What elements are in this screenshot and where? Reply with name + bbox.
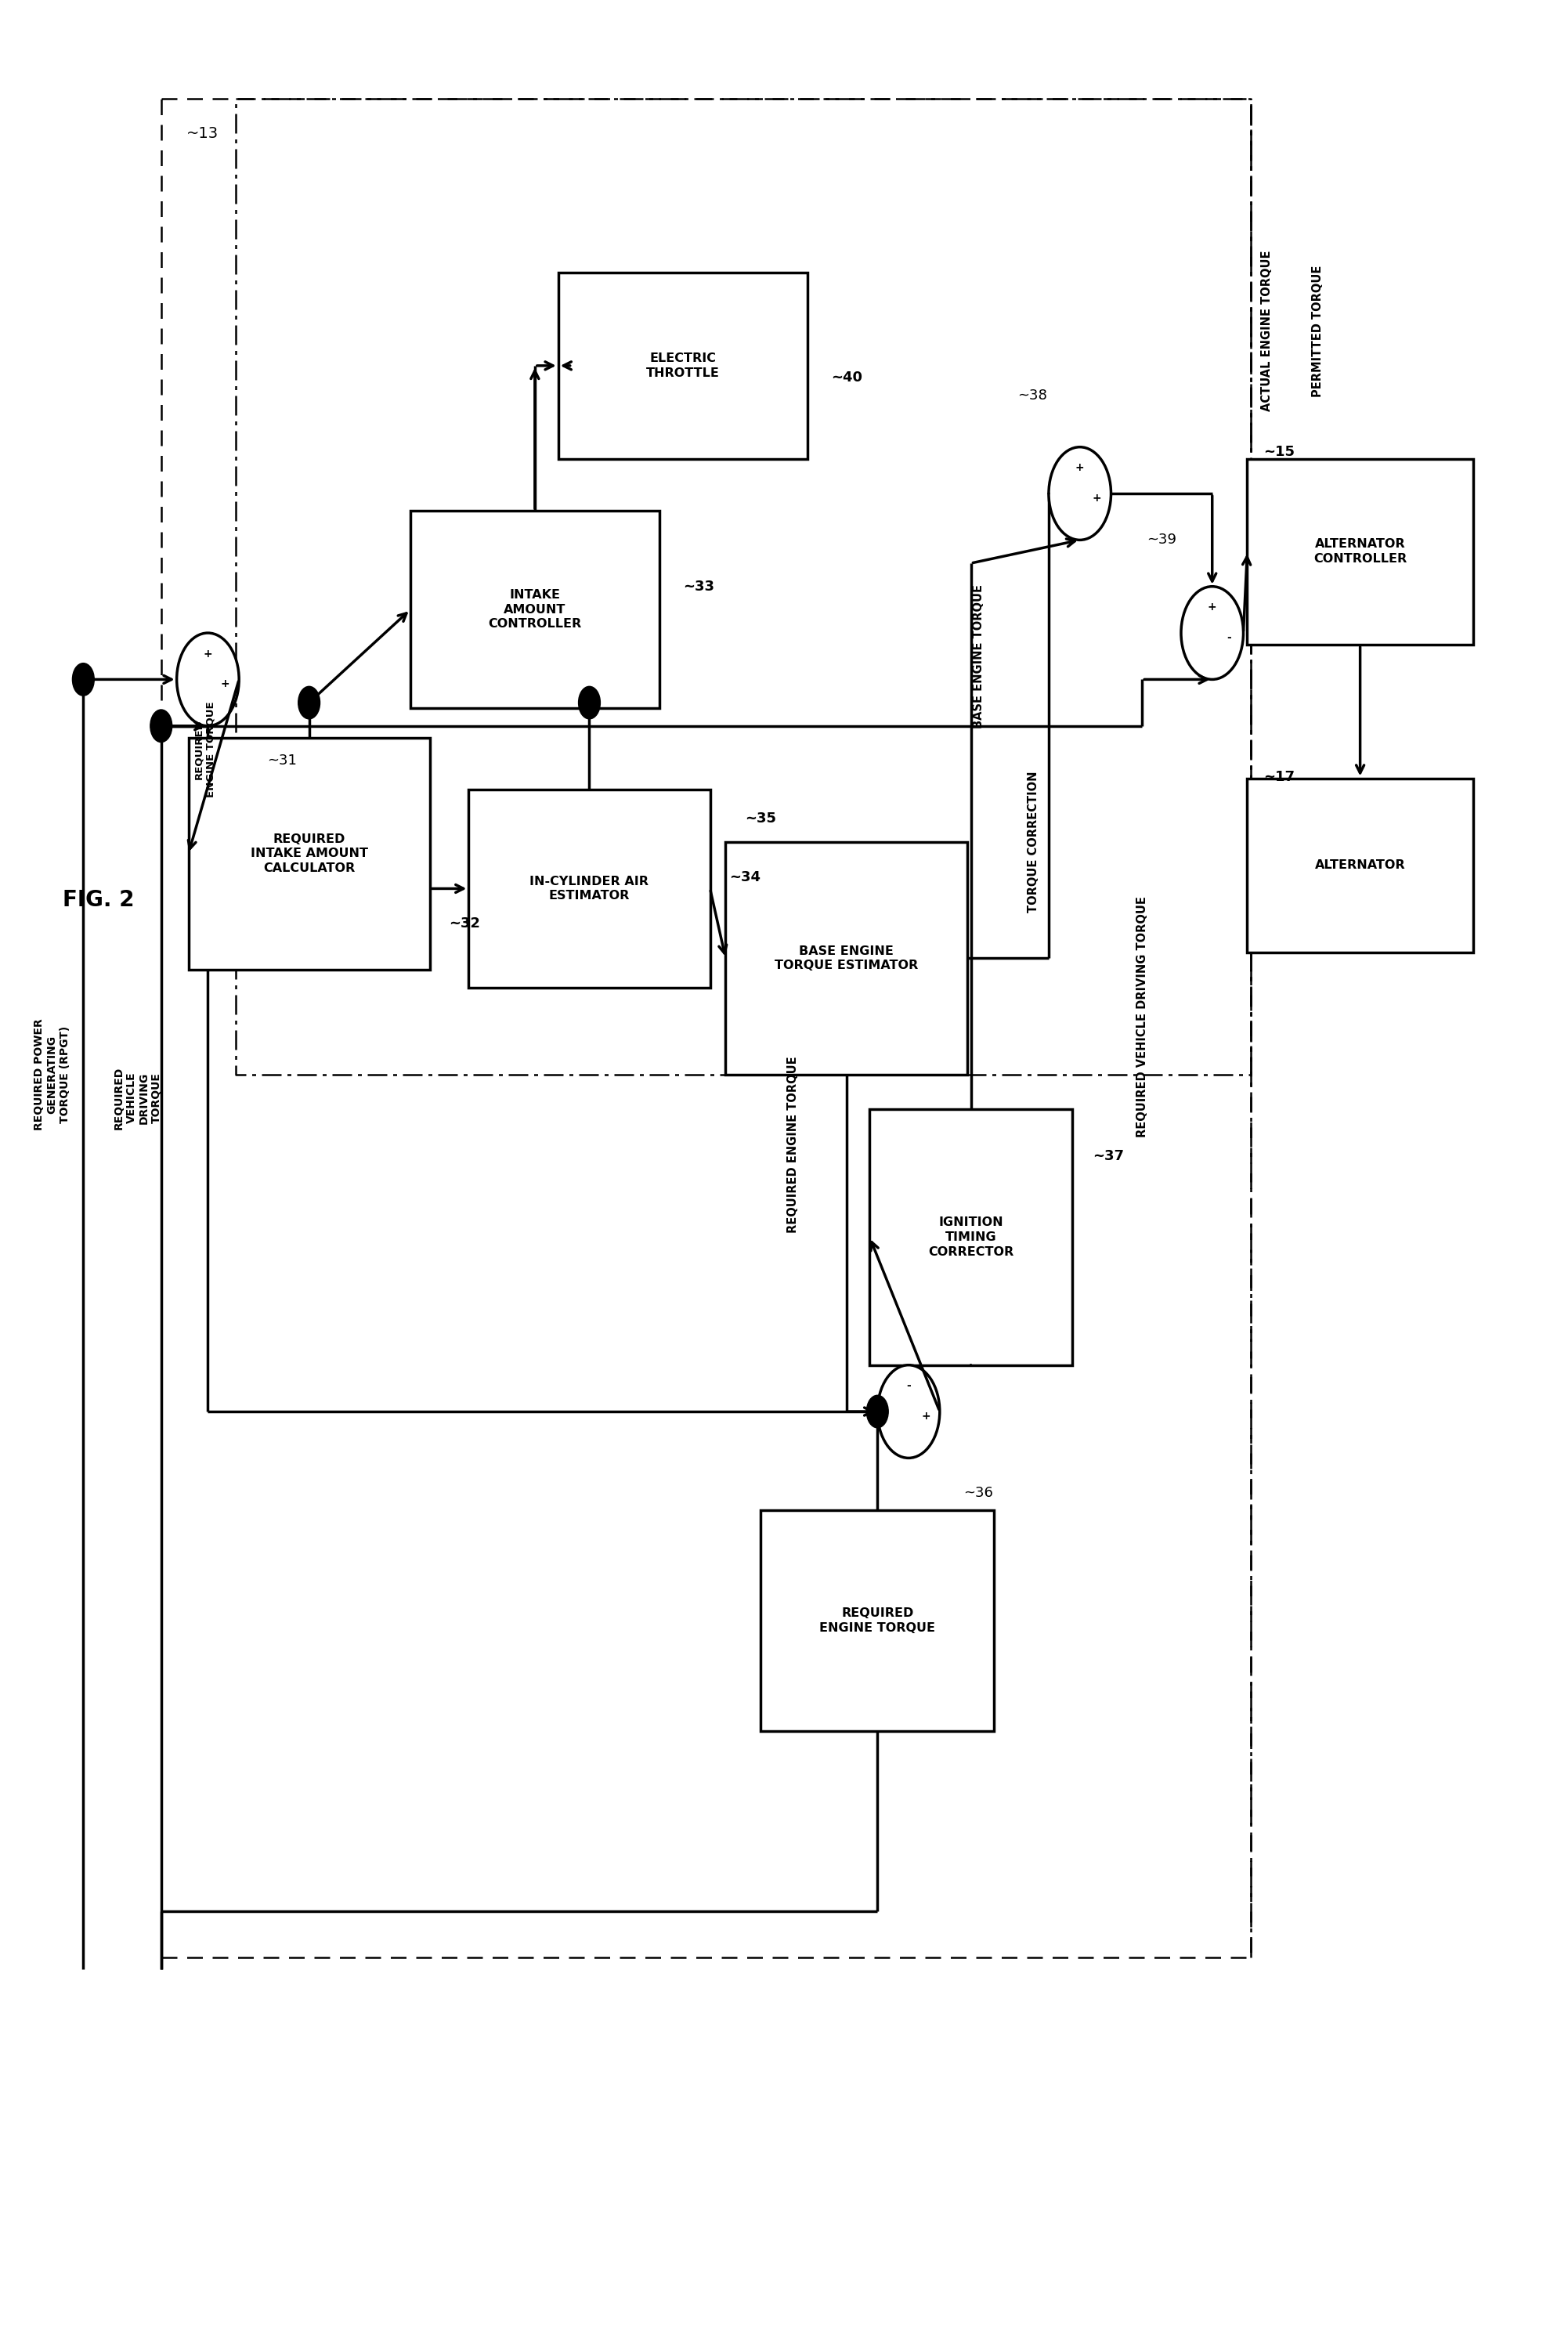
- FancyBboxPatch shape: [726, 843, 967, 1074]
- FancyBboxPatch shape: [1247, 458, 1472, 644]
- Text: ~38: ~38: [1018, 390, 1047, 404]
- Text: PERMITTED TORQUE: PERMITTED TORQUE: [1312, 264, 1323, 397]
- Circle shape: [1049, 446, 1112, 539]
- Circle shape: [878, 1366, 939, 1457]
- Circle shape: [867, 1396, 889, 1427]
- Text: BASE ENGINE TORQUE: BASE ENGINE TORQUE: [972, 584, 985, 729]
- Text: REQUIRED
VEHICLE
DRIVING
TORQUE: REQUIRED VEHICLE DRIVING TORQUE: [113, 1067, 163, 1130]
- Text: ~34: ~34: [729, 871, 760, 885]
- Text: +: +: [1207, 602, 1217, 612]
- Text: ~40: ~40: [831, 371, 862, 385]
- Text: REQUIRED ENGINE TORQUE: REQUIRED ENGINE TORQUE: [787, 1055, 800, 1233]
- Text: ~13: ~13: [187, 126, 218, 140]
- Text: +: +: [1076, 462, 1085, 474]
- Circle shape: [151, 710, 172, 743]
- FancyBboxPatch shape: [411, 511, 660, 708]
- Text: ~32: ~32: [448, 915, 480, 932]
- Circle shape: [579, 686, 601, 719]
- Circle shape: [1181, 586, 1243, 679]
- Text: +: +: [204, 649, 212, 658]
- FancyBboxPatch shape: [469, 789, 710, 988]
- Circle shape: [72, 663, 94, 696]
- Text: TORQUE CORRECTION: TORQUE CORRECTION: [1027, 771, 1040, 913]
- Text: -: -: [1228, 633, 1231, 642]
- Text: ~35: ~35: [745, 813, 776, 827]
- Text: ~39: ~39: [1146, 532, 1176, 546]
- Text: -: -: [906, 1380, 911, 1392]
- Text: REQUIRED
ENGINE TORQUE: REQUIRED ENGINE TORQUE: [820, 1606, 936, 1634]
- FancyBboxPatch shape: [1247, 778, 1472, 953]
- Text: +: +: [920, 1410, 930, 1422]
- Text: +: +: [1093, 493, 1102, 504]
- Text: INTAKE
AMOUNT
CONTROLLER: INTAKE AMOUNT CONTROLLER: [488, 588, 582, 630]
- Circle shape: [177, 633, 238, 726]
- FancyBboxPatch shape: [760, 1511, 994, 1730]
- Text: ~33: ~33: [682, 579, 713, 593]
- Text: IN-CYLINDER AIR
ESTIMATOR: IN-CYLINDER AIR ESTIMATOR: [530, 876, 649, 901]
- Text: ~31: ~31: [267, 754, 296, 768]
- Text: REQUIRED
ENGINE TORQUE: REQUIRED ENGINE TORQUE: [194, 700, 216, 796]
- FancyBboxPatch shape: [870, 1109, 1073, 1366]
- Text: FIG. 2: FIG. 2: [63, 890, 135, 911]
- Text: ALTERNATOR: ALTERNATOR: [1316, 859, 1405, 871]
- Text: ~15: ~15: [1264, 444, 1295, 458]
- Text: REQUIRED
INTAKE AMOUNT
CALCULATOR: REQUIRED INTAKE AMOUNT CALCULATOR: [251, 834, 368, 873]
- Text: REQUIRED POWER
GENERATING
TORQUE (RPGT): REQUIRED POWER GENERATING TORQUE (RPGT): [34, 1018, 71, 1130]
- Text: ELECTRIC
THROTTLE: ELECTRIC THROTTLE: [646, 353, 720, 378]
- Text: IGNITION
TIMING
CORRECTOR: IGNITION TIMING CORRECTOR: [928, 1217, 1013, 1259]
- Text: ALTERNATOR
CONTROLLER: ALTERNATOR CONTROLLER: [1314, 539, 1406, 565]
- FancyBboxPatch shape: [558, 273, 808, 458]
- FancyBboxPatch shape: [188, 738, 430, 969]
- Text: ~17: ~17: [1264, 771, 1295, 785]
- Text: REQUIRED VEHICLE DRIVING TORQUE: REQUIRED VEHICLE DRIVING TORQUE: [1137, 897, 1148, 1137]
- Text: ~37: ~37: [1093, 1149, 1124, 1163]
- Text: BASE ENGINE
TORQUE ESTIMATOR: BASE ENGINE TORQUE ESTIMATOR: [775, 946, 917, 971]
- Circle shape: [298, 686, 320, 719]
- Text: +: +: [221, 679, 229, 689]
- Text: ACTUAL ENGINE TORQUE: ACTUAL ENGINE TORQUE: [1261, 250, 1273, 411]
- Text: ~36: ~36: [963, 1485, 993, 1499]
